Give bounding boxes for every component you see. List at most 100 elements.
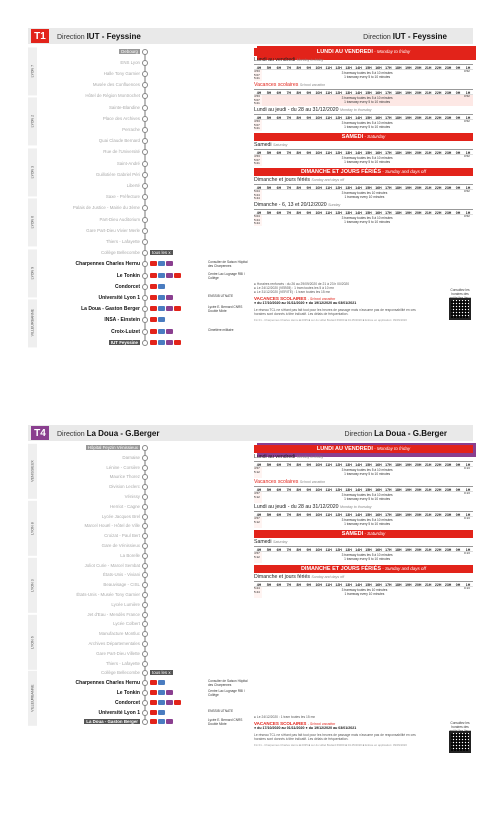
stop-marker (142, 670, 148, 677)
hour-cell: 22H (434, 186, 442, 190)
stop-marker (142, 328, 148, 335)
hour-cell: 5H (266, 583, 272, 587)
stop-name: Thiers - Lafayette (105, 239, 140, 244)
last-departure: 0:52 (464, 94, 470, 98)
hour-cell: 18H (395, 548, 402, 552)
hour-cell: 13H (345, 186, 352, 190)
hour-cell: 19H (405, 186, 412, 190)
minutes-row: 4:57 5:12 3 tramway toutes les 5 à 10 minu… (254, 466, 473, 478)
stop-marker (142, 640, 148, 647)
stop-name: États-Unis - Musée Tony Garnier (76, 591, 140, 597)
stop-marker (142, 621, 148, 628)
frequency-line: 1 tramway every 5 to 10 minutes (344, 74, 391, 79)
first-departures: 4:53 5:07 5:21 (254, 94, 262, 106)
stop-name: La Doua - Gaston Berger (84, 719, 140, 725)
stop-name: Charpennes Charles Hernu (75, 680, 140, 687)
stop-name: Musée des Confluences (92, 82, 140, 88)
hour-cell: 13H (345, 66, 352, 70)
period-note: School vacation (299, 480, 326, 484)
day-banner: DIMANCHE ET JOURS FÉRIÉS - Sunday and da… (254, 168, 473, 176)
schedule-panel: LUNDI AU VENDREDI - Monday to friday Lund… (254, 443, 473, 753)
hour-row: 4H 5H 6H 7H 8H 9H 10H 11H 12H 13H 14H 15H 16H 17H 18H 1… (254, 209, 473, 215)
hour-cell: 15H (365, 488, 372, 492)
minutes-row: 4:53 5:07 5:21 3 tramway toutes les 5 à 10 … (254, 119, 473, 131)
stop-marker (142, 306, 148, 313)
zone-label: LYON 6 (28, 198, 37, 247)
qr-code-icon[interactable] (449, 298, 471, 320)
hour-cell: 15H (365, 548, 372, 552)
hour-cell: 7H (286, 513, 292, 517)
stop-name: Liberté (126, 183, 140, 188)
legal-line: Fin 01 - Charpennes Charles Hernu ■ 2035… (254, 318, 407, 322)
note-line: ● Horaires renforcés : du 26 au 29/09/20… (254, 282, 350, 286)
hour-cell: 21H (424, 66, 432, 70)
frequency-note: 3 tramway toutes les 5 à 10 minutes 1 tra… (342, 216, 393, 224)
hour-cell: 5H (266, 211, 272, 215)
period-note: School vacation (299, 83, 326, 87)
hour-cell: 9H (306, 91, 311, 95)
hour-cell: 4H (256, 488, 262, 492)
connection-icon (174, 306, 181, 312)
hour-cell: 8H (296, 66, 302, 70)
hour-cell: 23H (444, 91, 452, 95)
hour-row: 4H 5H 6H 7H 8H 9H 10H 11H 12H 13H 14H 15H 16H 17H 18H 1… (254, 511, 473, 517)
frequency-label: tous les x (150, 250, 173, 256)
stop-name: Gare de Vénissieux (101, 542, 140, 548)
hour-cell: 14H (355, 91, 362, 95)
frequency-line: 3 tramway toutes les 5 à 10 minutes (341, 96, 393, 100)
stop-marker (142, 454, 148, 461)
hour-cell: 14H (355, 548, 362, 552)
stop-name: Saint-André (116, 160, 140, 166)
timetable-sheet-t4: T4 Direction La Doua - G.Berger Directio… (28, 425, 476, 767)
hour-cell: 10H (315, 488, 322, 492)
departure-time: 5:12 (254, 519, 260, 524)
hour-cell: 10H (315, 548, 322, 552)
connection-icons (150, 295, 173, 301)
minutes-row: 5:04 5:24 5:44 3 tramway toutes les 5 à 10 … (254, 214, 473, 226)
hour-cell: 15H (365, 116, 372, 120)
departure-time: 4:57 (254, 491, 260, 495)
connection-icon (150, 328, 157, 334)
day-banner-subtitle: - Sunday and days off (381, 169, 427, 174)
hour-cell: 8H (296, 91, 302, 95)
stop-name: Vénissy (124, 493, 140, 499)
stop-marker (142, 503, 148, 510)
hour-cell: 1H (465, 91, 471, 95)
hour-cell: 13H (345, 548, 352, 552)
hour-cell: 6H (276, 463, 282, 467)
hour-cell: 21H (424, 583, 432, 587)
hour-cell: 14H (355, 583, 362, 587)
frequency-label: tous les x (150, 670, 173, 676)
hour-cell: 23H (444, 66, 452, 70)
hour-cell: 4H (256, 548, 262, 552)
hour-cell: 19H (405, 211, 412, 215)
hour-cell: 22H (434, 211, 442, 215)
departure-time: 5:12 (254, 554, 260, 559)
sheet-header: T1 Direction IUT - Feyssine Direction IU… (28, 28, 476, 60)
stop-marker (142, 709, 148, 716)
stop-marker (142, 339, 148, 346)
stop-marker (142, 572, 148, 579)
hour-cell: 21H (424, 463, 432, 467)
departure-time: 5:44 (254, 589, 260, 594)
hour-cell: 0H (455, 488, 461, 492)
hour-cell: 8H (296, 186, 302, 190)
hour-cell: 11H (325, 583, 332, 587)
hour-cell: 18H (395, 463, 402, 467)
qr-code-icon[interactable] (449, 731, 471, 753)
note-line: ● Le 24/12/2020 : 1 tram toutes les 15 m… (254, 715, 316, 719)
hour-cell: 17H (385, 186, 392, 190)
hour-cell: 12H (335, 513, 342, 517)
period-title: Samedi Saturday (254, 142, 473, 149)
connection-icons (150, 709, 165, 716)
hour-cell: 9H (306, 513, 311, 517)
stop-marker (142, 591, 148, 598)
first-departures: 4:57 5:12 (254, 466, 262, 478)
connection-icon (158, 306, 165, 312)
hour-cell: 10H (315, 66, 322, 70)
hour-cell: 7H (286, 186, 292, 190)
hour-cell: 23H (444, 151, 452, 155)
zone-label: LYON 3 (28, 147, 37, 197)
connection-icon (166, 699, 173, 705)
frequency-line: 1 tramway every 5 to 10 minutes (344, 471, 391, 476)
